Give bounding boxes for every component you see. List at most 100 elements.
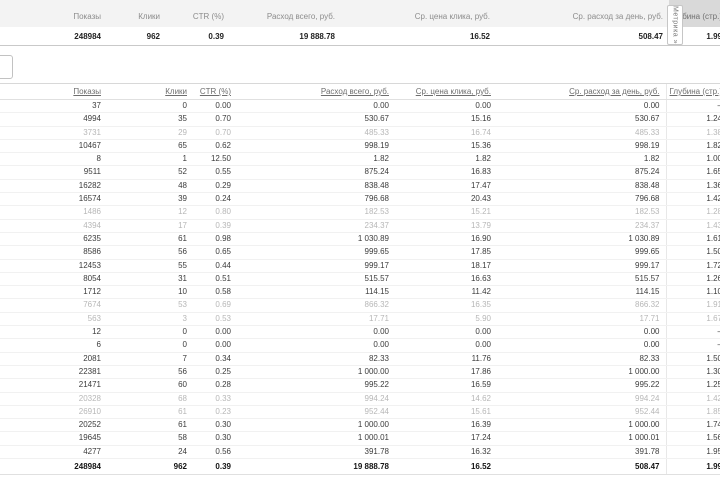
- cell-daily: 82.33: [497, 352, 666, 366]
- totals-cell-shows: 248984: [0, 458, 107, 476]
- column-sort-link-cpc[interactable]: Ср. цена клика, руб.: [395, 83, 497, 100]
- summary-bar-header-row: Показы Клики CTR (%) Расход всего, руб. Ср. …: [0, 0, 720, 27]
- cell-daily: 998.19: [497, 139, 666, 154]
- cell-ctr: 0.62: [193, 139, 237, 154]
- cell-ctr: 0.70: [193, 112, 237, 127]
- cell-clicks: 35: [107, 112, 193, 127]
- cell-shows: 3731: [0, 126, 107, 140]
- cell-cost: 114.15: [237, 285, 395, 300]
- cell-cost: 17.71: [237, 312, 395, 327]
- cell-clicks: 48: [107, 179, 193, 194]
- cell-daily: 1 000.00: [497, 418, 666, 433]
- cell-depth: 1.50: [665, 352, 720, 366]
- cell-shows: 8: [0, 152, 107, 167]
- cell-cost: 485.33: [237, 126, 395, 140]
- totals-cell-depth: 1.99: [665, 458, 720, 476]
- cell-daily: 114.15: [497, 285, 666, 300]
- cell-shows: 563: [0, 312, 107, 327]
- cell-cpc: 11.42: [395, 285, 497, 300]
- cell-daily: 866.32: [497, 298, 666, 313]
- cell-cost: 999.65: [237, 245, 395, 260]
- cell-cpc: 15.61: [395, 405, 497, 420]
- cell-daily: 0.00: [497, 99, 666, 114]
- cell-cost: 1 000.00: [237, 418, 395, 433]
- cell-cpc: 17.47: [395, 179, 497, 194]
- column-sort-link-ctr[interactable]: CTR (%): [193, 83, 237, 100]
- totals-cell-cost: 19 888.78: [237, 458, 395, 476]
- cell-shows: 20328: [0, 392, 107, 406]
- summary-total-cost: 19 888.78: [299, 31, 335, 41]
- cell-clicks: 0: [107, 338, 193, 353]
- cell-daily: 995.22: [497, 378, 666, 393]
- cell-ctr: 0.39: [193, 219, 237, 233]
- cell-daily: 182.53: [497, 205, 666, 220]
- column-sort-link-depth[interactable]: Глубина (стр.): [665, 83, 720, 100]
- cell-cpc: 16.39: [395, 418, 497, 433]
- cell-cpc: 0.00: [395, 99, 497, 114]
- cell-depth: 1.36: [665, 179, 720, 194]
- cell-ctr: 0.00: [193, 325, 237, 340]
- cell-depth: 1.24: [665, 112, 720, 127]
- column-sort-link-shows[interactable]: Показы: [0, 83, 107, 100]
- cell-ctr: 0.34: [193, 352, 237, 366]
- summary-total-shows: 248984: [74, 31, 101, 41]
- cell-cost: 182.53: [237, 205, 395, 220]
- cell-daily: 999.17: [497, 259, 666, 273]
- cell-cost: 515.57: [237, 272, 395, 287]
- summary-total-clicks: 962: [146, 31, 160, 41]
- cell-clicks: 68: [107, 392, 193, 406]
- cell-ctr: 0.25: [193, 365, 237, 380]
- column-sort-link-cost[interactable]: Расход всего, руб.: [237, 83, 395, 100]
- cell-cpc: 16.63: [395, 272, 497, 287]
- totals-cell-clicks: 962: [107, 458, 193, 476]
- cell-shows: 12453: [0, 259, 107, 273]
- cell-clicks: 61: [107, 232, 193, 247]
- cell-depth: 1.95: [665, 445, 720, 460]
- cell-daily: 515.57: [497, 272, 666, 287]
- cell-clicks: 61: [107, 405, 193, 420]
- cell-shows: 1712: [0, 285, 107, 300]
- cell-daily: 0.00: [497, 325, 666, 340]
- cell-clicks: 29: [107, 126, 193, 140]
- cell-ctr: 0.28: [193, 378, 237, 393]
- summary-bar: Показы Клики CTR (%) Расход всего, руб. Ср. …: [0, 0, 720, 46]
- cell-ctr: 0.80: [193, 205, 237, 220]
- cell-cpc: 16.35: [395, 298, 497, 313]
- metrika-vertical-tab[interactable]: Метрика »: [667, 5, 683, 45]
- clipped-left-button[interactable]: [0, 55, 13, 79]
- cell-clicks: 10: [107, 285, 193, 300]
- cell-cpc: 15.16: [395, 112, 497, 127]
- totals-cell-cpc: 16.52: [395, 458, 497, 476]
- cell-ctr: 0.00: [193, 338, 237, 353]
- cell-cpc: 16.83: [395, 165, 497, 180]
- cell-depth: 1.30: [665, 365, 720, 380]
- cell-clicks: 31: [107, 272, 193, 287]
- cell-cost: 1 000.00: [237, 365, 395, 380]
- cell-shows: 37: [0, 99, 107, 114]
- summary-total-daily: 508.47: [638, 31, 663, 41]
- column-sort-link-daily[interactable]: Ср. расход за день, руб.: [497, 83, 666, 100]
- cell-cost: 0.00: [237, 99, 395, 114]
- cell-cost: 234.37: [237, 219, 395, 233]
- cell-cost: 1.82: [237, 152, 395, 167]
- cell-depth: 1.91: [665, 298, 720, 313]
- summary-column-header-shows: Показы: [73, 12, 101, 21]
- cell-ctr: 0.30: [193, 431, 237, 446]
- cell-cost: 0.00: [237, 338, 395, 353]
- cell-depth: 1.42: [665, 192, 720, 207]
- cell-clicks: 60: [107, 378, 193, 393]
- cell-cpc: 17.24: [395, 431, 497, 446]
- cell-cost: 530.67: [237, 112, 395, 127]
- column-sort-link-clicks[interactable]: Клики: [107, 83, 193, 100]
- cell-daily: 17.71: [497, 312, 666, 327]
